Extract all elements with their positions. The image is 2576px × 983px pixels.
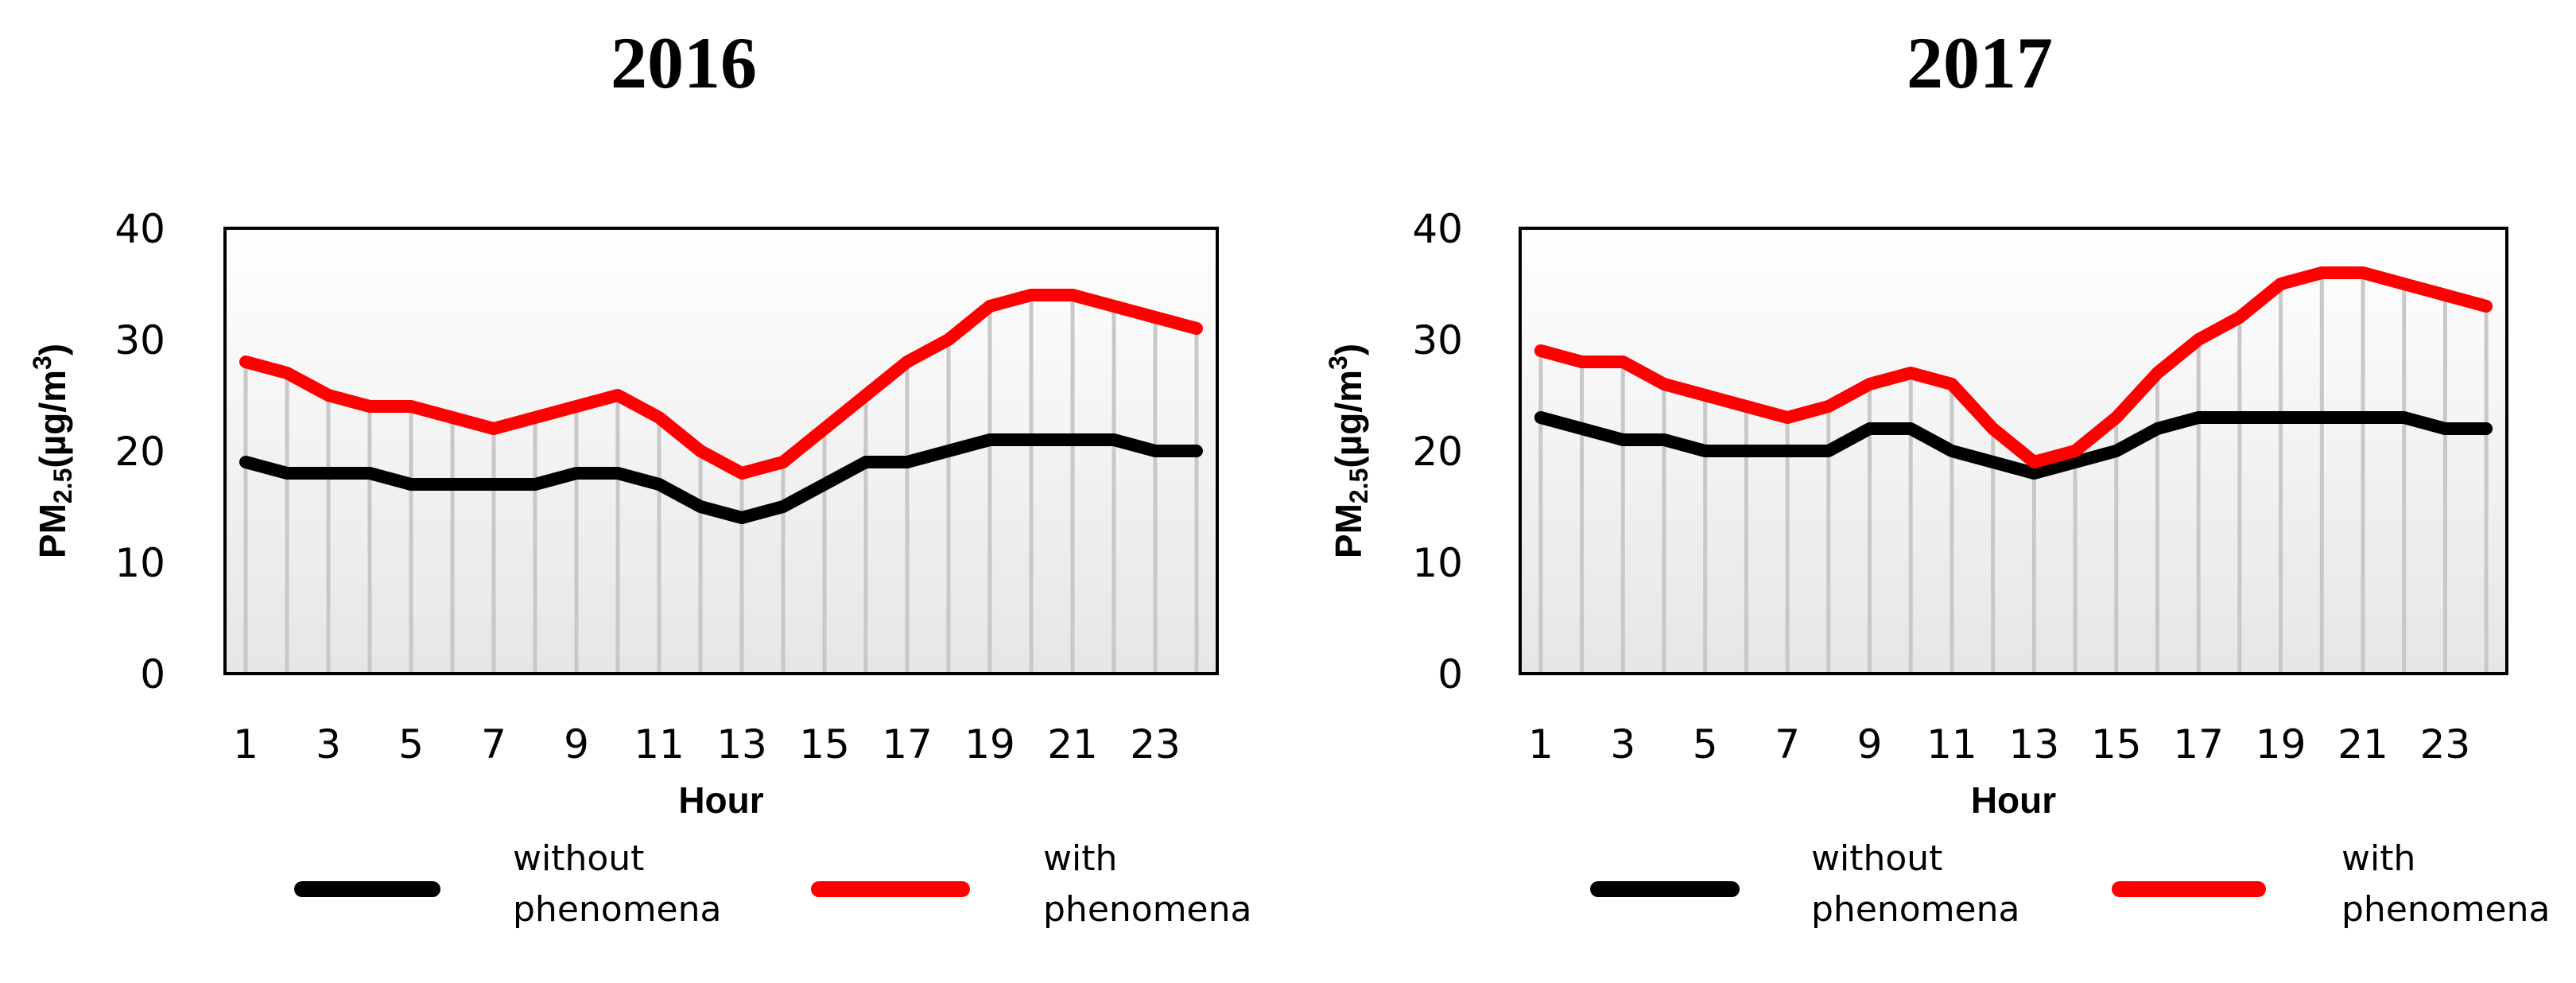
x-tick-label: 7 [481, 721, 506, 767]
y-axis-label-base: PM [1328, 503, 1369, 558]
y-tick-label: 20 [1412, 429, 1463, 475]
x-tick-label: 21 [1047, 721, 1098, 767]
series-line-with-phenomena [1534, 266, 2493, 468]
y-tick-label: 30 [114, 317, 165, 363]
x-tick-label: 5 [398, 721, 424, 767]
x-tick-label: 17 [882, 721, 933, 767]
x-tick-label: 11 [634, 721, 685, 767]
x-tick-label: 13 [716, 721, 767, 767]
y-tick-label: 40 [1412, 206, 1463, 252]
y-axis-label-close: ) [32, 344, 73, 356]
y-tick-label: 20 [114, 429, 165, 475]
x-tick-label: 15 [2091, 721, 2142, 767]
x-tick-label: 5 [1693, 721, 1718, 767]
legend-label: without phenomena [513, 838, 721, 930]
plot-border [1519, 227, 2508, 675]
x-tick-label: 9 [564, 721, 589, 767]
legend-label-line: with [1043, 838, 1117, 879]
y-axis-label: PM2.5(µg/m3) [1324, 344, 1373, 558]
y-axis-label-sub: 2.5 [1344, 468, 1373, 503]
x-tick-label: 9 [1857, 721, 1883, 767]
legend-label-line: without [513, 838, 644, 879]
legend-label: with phenomena [2341, 838, 2550, 930]
y-axis-label-sup: 3 [28, 356, 56, 370]
y-tick-label: 30 [1412, 317, 1463, 363]
x-tick-label: 15 [799, 721, 850, 767]
x-tick-label: 3 [1610, 721, 1635, 767]
x-tick-label: 17 [2173, 721, 2224, 767]
legend-label-line: phenomena [1043, 889, 1251, 930]
y-axis-label-close: ) [1328, 344, 1369, 356]
legend-label: with phenomena [1043, 838, 1251, 930]
y-tick-label: 0 [1437, 651, 1463, 697]
legend-label-line: with [2341, 838, 2415, 879]
y-tick-label: 0 [140, 651, 165, 697]
x-tick-label: 19 [2256, 721, 2306, 767]
series-line-without-phenomena [239, 433, 1203, 524]
series-line-without-phenomena [1534, 411, 2493, 480]
y-tick-label: 10 [114, 540, 165, 586]
x-tick-label: 3 [316, 721, 341, 767]
y-axis-label-unit: (µg/m [32, 370, 73, 468]
series-line-with-phenomena [239, 289, 1203, 480]
x-tick-label: 7 [1775, 721, 1800, 767]
plot-area [225, 228, 1217, 674]
y-axis-label: PM2.5(µg/m3) [28, 344, 77, 558]
y-tick-label: 40 [114, 206, 165, 252]
chart-title: 2017 [1907, 22, 2053, 103]
y-axis-label-unit: (µg/m [1328, 370, 1369, 468]
x-tick-label: 23 [1130, 721, 1181, 767]
x-tick-label: 23 [2420, 721, 2471, 767]
x-tick-label: 21 [2337, 721, 2388, 767]
legend-label-line: phenomena [1811, 889, 2019, 930]
x-tick-label: 13 [2009, 721, 2060, 767]
y-axis-label-sup: 3 [1324, 356, 1352, 370]
legend-label-line: without [1811, 838, 1942, 879]
plot-border [223, 227, 1219, 675]
chart-title: 2016 [611, 22, 757, 103]
y-axis-label-base: PM [32, 503, 73, 558]
x-tick-label: 19 [964, 721, 1015, 767]
legend-label-line: phenomena [513, 889, 721, 930]
x-tick-label: 11 [1926, 721, 1977, 767]
y-tick-label: 10 [1412, 540, 1463, 586]
x-axis-label: Hour [678, 779, 763, 821]
legend-label-line: phenomena [2341, 889, 2550, 930]
y-axis-label-sub: 2.5 [48, 468, 77, 503]
x-tick-label: 1 [233, 721, 258, 767]
x-axis-label: Hour [1971, 779, 2056, 821]
x-tick-label: 1 [1528, 721, 1554, 767]
legend-label: without phenomena [1811, 838, 2019, 930]
